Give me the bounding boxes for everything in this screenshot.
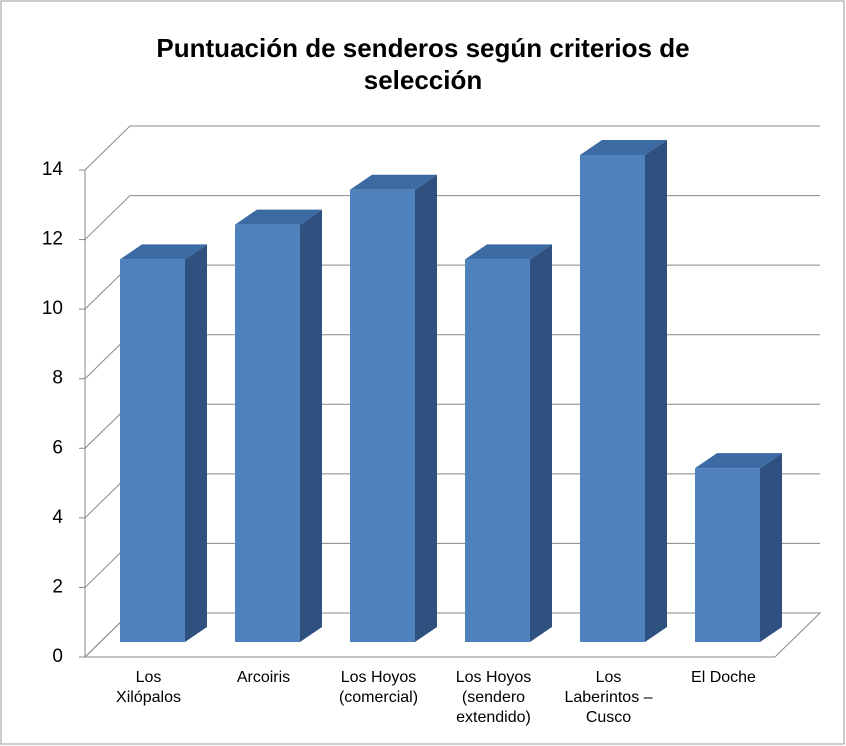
x-tick-label: Los Hoyos (sendero extendido) [455, 669, 532, 726]
bar-front [695, 468, 760, 642]
bar-front [120, 259, 185, 642]
bar [695, 453, 782, 642]
bar-top [120, 244, 207, 260]
bar-side [645, 140, 667, 642]
bar-front [350, 189, 415, 643]
bar-top [235, 209, 322, 225]
y-tick-label: 4 [52, 507, 63, 528]
x-tick-label: Los Xilópalos [116, 669, 181, 706]
x-tick-label: Arcoiris [236, 669, 291, 686]
y-tick-label: 8 [52, 368, 63, 389]
chart-title: Puntuación de senderos según criterios d… [156, 33, 690, 95]
bar-top [465, 244, 552, 260]
bar [465, 244, 552, 642]
grid-line [84, 125, 820, 171]
y-tick-label: 0 [52, 646, 63, 667]
bar-top [350, 174, 437, 190]
bar-front [465, 259, 530, 642]
bar-side [760, 453, 782, 642]
y-tick-label: 12 [42, 229, 63, 250]
bar [120, 244, 207, 642]
bar-top [695, 453, 782, 469]
bar-side [185, 244, 207, 642]
y-tick-label: 14 [42, 159, 64, 180]
bar-side [415, 174, 437, 643]
bar [235, 209, 322, 643]
x-tick-label: Los Hoyos (comercial) [338, 669, 419, 706]
bar [350, 174, 437, 643]
bar-front [235, 224, 300, 643]
bar-top [580, 140, 667, 155]
y-tick-label: 10 [42, 298, 63, 319]
bar-side [530, 244, 552, 642]
y-tick-label: 6 [52, 437, 63, 458]
bar-front [580, 155, 645, 642]
x-tick-label: Los Laberintos – Cusco [564, 669, 653, 726]
x-tick-label: El Doche [691, 669, 756, 686]
bar [580, 140, 667, 642]
bar-side [300, 209, 322, 643]
y-tick-label: 2 [52, 576, 63, 597]
